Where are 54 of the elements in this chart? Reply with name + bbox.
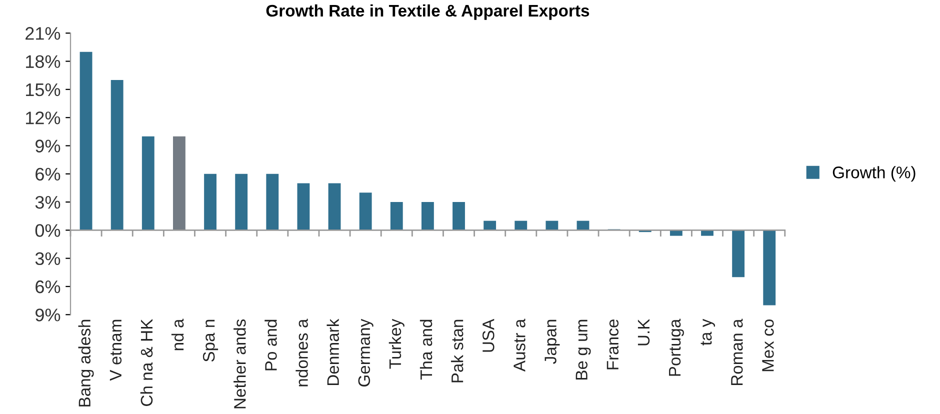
x-tick-label: Portuga [669,318,684,376]
bar [732,230,745,278]
x-tick-label: Ch na & HK [140,318,153,406]
x-tick-label: USA [482,318,494,352]
x-tick-label: France [606,320,619,370]
chart-title: Growth Rate in Textile & Apparel Exports [266,4,590,20]
bar [390,202,403,230]
bar [359,192,372,230]
y-tick-label: 9% [36,140,60,152]
y-tick-label: 6% [36,168,60,181]
x-tick-label: Spa n [202,320,218,362]
bar [173,136,186,230]
y-tick-label: 3% [35,196,60,209]
x-tick-label: Pak stan [450,320,464,382]
bar [80,52,92,230]
x-tick-label: ta y [700,318,716,346]
y-tick-label: 0% [35,224,60,237]
bar [763,230,776,306]
y-tick-label: 15% [26,83,60,96]
y-tick-label: 9% [36,308,60,322]
x-tick-label: Mex co [762,320,774,372]
y-tick-label: 21% [26,27,60,40]
bar [484,220,496,230]
y-tick-label: 3% [35,252,60,266]
x-tick-label: Be g um [576,320,591,380]
x-tick-label: Bang adesh [78,320,94,406]
x-tick-label: Turkey [388,318,404,369]
x-tick-label: Roman a [731,318,743,386]
x-tick-label: ndones a [296,318,308,386]
legend-label: Growth (%) [832,166,916,182]
x-tick-label: Austr a [514,318,526,372]
bar [452,202,465,230]
x-tick-label: nd a [171,318,184,350]
bar [421,202,434,230]
bar [204,174,216,230]
y-tick-label: 6% [36,280,60,294]
x-tick-label: Nether ands [234,319,246,408]
x-tick-label: U.K [638,318,650,346]
x-tick-label: Germany [358,318,374,386]
y-tick-label: 12% [26,112,60,124]
x-tick-label: Tha and [420,320,432,380]
bar [235,174,248,230]
x-tick-label: Po and [264,320,277,370]
bar [514,220,528,230]
bar [546,220,558,230]
bar [328,183,341,230]
x-tick-label: Denmark [326,318,339,386]
bar [266,174,279,230]
bar [142,136,154,230]
x-tick-label: Japan [544,320,560,364]
bar [110,80,124,230]
y-tick-label: 18% [26,55,60,68]
x-tick-label: V etnam [110,320,122,381]
bar [297,183,310,230]
